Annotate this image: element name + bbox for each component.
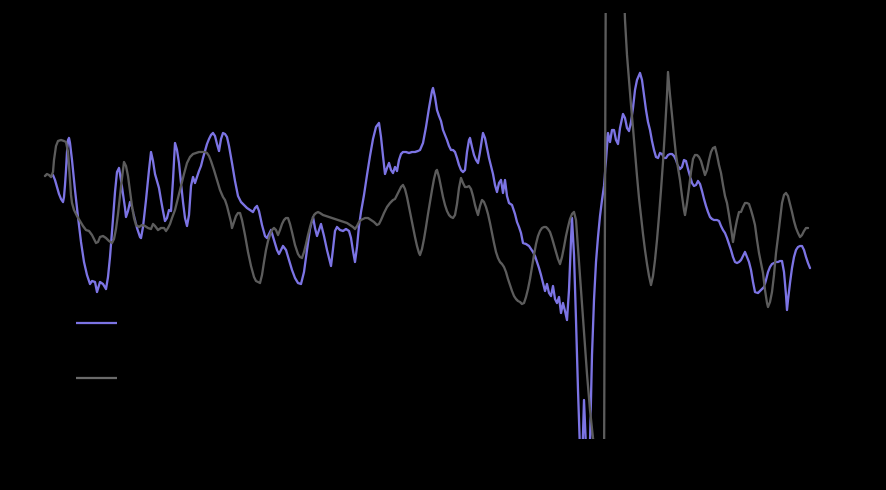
- series-line-1: [51, 71, 812, 439]
- series-line-2: [43, 13, 810, 439]
